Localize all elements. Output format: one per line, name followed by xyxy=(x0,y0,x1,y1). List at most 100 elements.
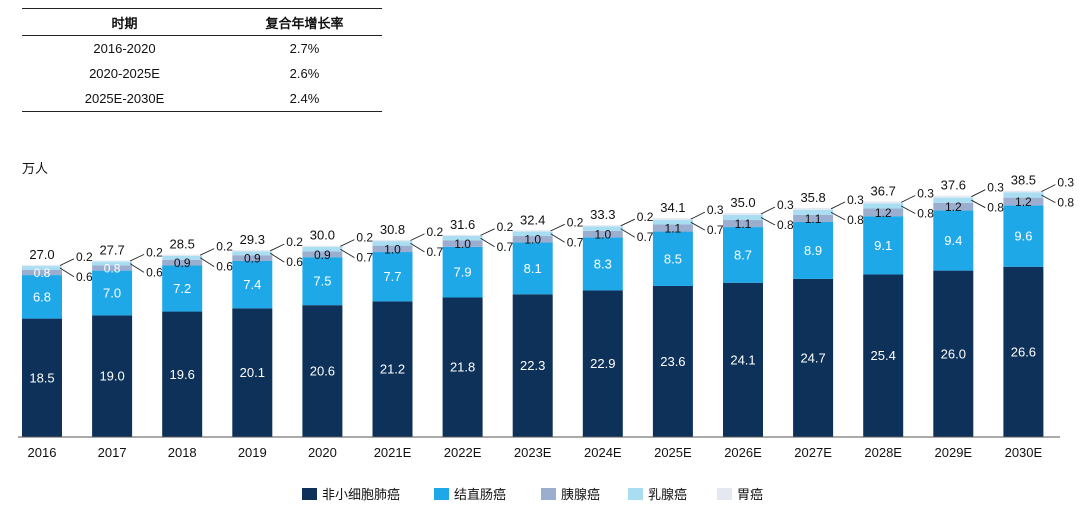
value-label-pancreatic: 1.2 xyxy=(1015,195,1032,209)
value-label-nsclc: 18.5 xyxy=(29,370,54,385)
leader-line xyxy=(620,218,635,227)
bar-segment-breast xyxy=(1003,192,1044,198)
x-tick-label: 2022E xyxy=(444,445,482,460)
bar-segment-nsclc xyxy=(863,274,904,437)
bar-segment-pancreatic xyxy=(302,251,343,258)
bar-segment-gastric xyxy=(162,254,203,256)
x-tick-label: 2019 xyxy=(238,445,267,460)
value-label-nsclc: 22.9 xyxy=(590,356,615,371)
value-label-colorectal: 9.6 xyxy=(1014,229,1032,244)
bar-segment-breast xyxy=(162,255,203,260)
value-label-nsclc: 24.7 xyxy=(800,350,825,365)
value-label-gastric: 0.3 xyxy=(777,198,794,212)
value-label-nsclc: 20.1 xyxy=(240,365,265,380)
bar-segment-colorectal xyxy=(302,257,343,306)
leader-line xyxy=(971,189,986,198)
value-label-breast: 0.6 xyxy=(76,270,93,284)
x-tick-label: 2025E xyxy=(654,445,692,460)
bar-segment-breast xyxy=(512,231,553,237)
bar-segment-gastric xyxy=(442,234,483,237)
bar-segment-colorectal xyxy=(442,246,483,298)
value-label-colorectal: 6.8 xyxy=(33,289,51,304)
bar-segment-nsclc xyxy=(442,297,483,437)
value-label-nsclc: 22.3 xyxy=(520,358,545,373)
leader-line xyxy=(900,205,916,214)
x-tick-label: 2029E xyxy=(935,445,973,460)
bar-segment-pancreatic xyxy=(1003,197,1044,206)
bar-segment-gastric xyxy=(723,213,763,215)
value-label-nsclc: 23.6 xyxy=(660,354,685,369)
x-tick-label: 2018 xyxy=(168,445,197,460)
bar-segment-breast xyxy=(302,246,343,252)
leader-line xyxy=(620,228,636,238)
value-label-gastric: 0.2 xyxy=(567,215,584,229)
cagr-header-row: 时期 复合年增长率 xyxy=(22,8,382,36)
leader-line xyxy=(690,211,706,220)
legend-swatch xyxy=(628,488,643,500)
bar-segment-colorectal xyxy=(652,231,693,286)
bar-segment-breast xyxy=(582,226,623,231)
bar-segment-nsclc xyxy=(1003,266,1044,437)
value-label-nsclc: 20.6 xyxy=(310,364,335,379)
bar-segment-colorectal xyxy=(863,216,904,275)
leader-line xyxy=(760,206,776,215)
bar-segment-colorectal xyxy=(232,261,273,309)
bar-segment-gastric xyxy=(302,245,343,247)
bar-segment-colorectal xyxy=(372,252,413,302)
bar-segment-nsclc xyxy=(652,285,693,437)
value-label-pancreatic: 1.1 xyxy=(665,222,682,236)
x-tick-label: 2020 xyxy=(308,445,337,460)
value-label-pancreatic: 0.8 xyxy=(34,266,51,280)
x-tick-label: 2024E xyxy=(584,445,622,460)
bar-segment-nsclc xyxy=(22,318,62,437)
legend-swatch xyxy=(541,488,556,500)
leader-line xyxy=(690,221,706,231)
value-label-colorectal: 9.1 xyxy=(874,238,892,253)
leader-line xyxy=(340,239,355,247)
bar-segment-colorectal xyxy=(723,227,763,283)
bar-segment-gastric xyxy=(22,264,62,267)
bar-segment-breast xyxy=(793,209,834,215)
leader-line xyxy=(1041,184,1056,193)
bar-segment-pancreatic xyxy=(162,259,203,266)
x-tick-label: 2027E xyxy=(794,445,832,460)
bar-segment-gastric xyxy=(582,225,623,227)
bar-segment-nsclc xyxy=(162,311,203,437)
value-label-breast: 0.7 xyxy=(427,245,444,259)
total-label: 35.8 xyxy=(800,190,825,205)
bar-segment-gastric xyxy=(793,207,834,210)
bar-segment-breast xyxy=(92,261,133,266)
bar-segment-breast xyxy=(442,236,483,241)
value-label-breast: 0.6 xyxy=(286,255,303,269)
bar-segment-nsclc xyxy=(92,315,133,437)
leader-line xyxy=(199,257,215,267)
leader-line xyxy=(550,233,565,243)
value-label-pancreatic: 1.1 xyxy=(805,212,822,226)
cagr-rate-cell: 2.7% xyxy=(289,41,320,56)
bar-segment-gastric xyxy=(933,195,974,198)
value-label-breast: 0.8 xyxy=(1057,196,1074,210)
cagr-header-rate: 复合年增长率 xyxy=(227,8,382,36)
total-label: 30.0 xyxy=(310,228,335,243)
value-label-nsclc: 21.2 xyxy=(380,362,405,377)
value-label-breast: 0.7 xyxy=(637,230,654,244)
cagr-period-cell: 2016-2020 xyxy=(93,41,156,56)
legend-label: 胃癌 xyxy=(737,487,763,502)
leader-line xyxy=(270,252,285,263)
legend-swatch xyxy=(717,488,732,500)
value-label-breast: 0.7 xyxy=(497,240,514,254)
leader-line xyxy=(480,228,495,236)
total-label: 30.8 xyxy=(380,222,405,237)
bar-segment-colorectal xyxy=(933,210,974,271)
value-label-breast: 0.8 xyxy=(847,213,864,227)
leader-line xyxy=(129,253,145,262)
bar-segment-breast xyxy=(22,266,62,270)
value-label-colorectal: 9.4 xyxy=(944,233,962,248)
bar-segment-gastric xyxy=(863,201,904,204)
total-label: 33.3 xyxy=(590,207,615,222)
value-label-gastric: 0.2 xyxy=(356,231,373,245)
value-label-colorectal: 7.7 xyxy=(383,269,401,284)
total-label: 34.1 xyxy=(660,200,685,215)
value-label-nsclc: 25.4 xyxy=(871,348,896,363)
value-label-nsclc: 26.0 xyxy=(941,346,966,361)
